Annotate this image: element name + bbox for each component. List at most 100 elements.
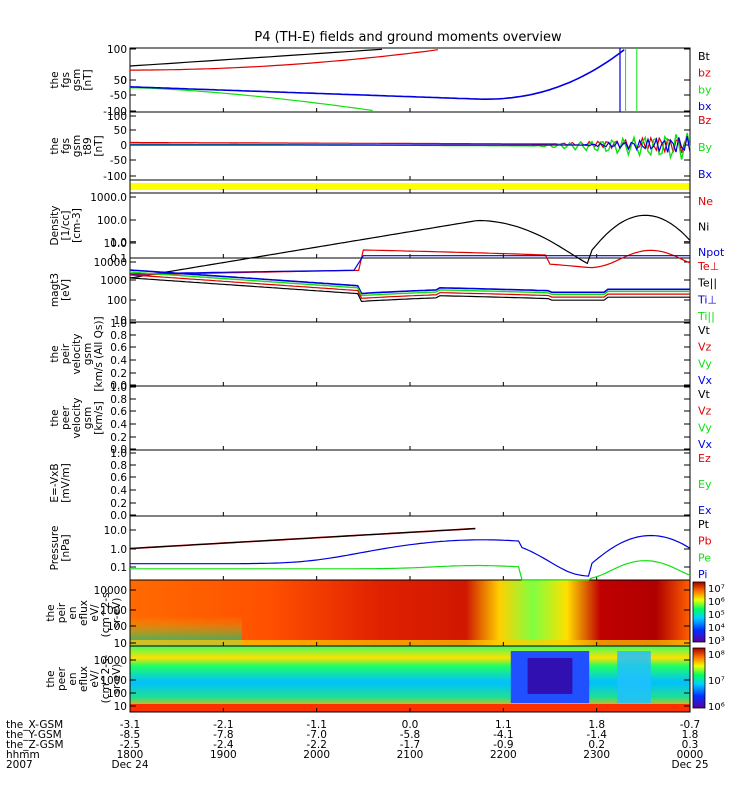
y-tick-label: 50 [114, 75, 127, 87]
y-axis-label: gsm [71, 69, 83, 91]
y-tick-label: 100 [107, 688, 127, 700]
electron-colorbar [692, 647, 706, 709]
y-axis-label: peer [56, 666, 68, 691]
legend-temp-3: Ti|| [697, 310, 715, 323]
y-tick-label: 1.0 [110, 318, 127, 330]
legend-density-2: Npot [698, 246, 725, 259]
y-axis-label: [1/cc] [60, 211, 72, 241]
time-axis-value: -8.5 [120, 729, 141, 741]
colorbar-label: 10⁷ [708, 584, 725, 595]
electron-spectrogram [130, 646, 690, 712]
panel-frame [129, 385, 691, 451]
y-tick-label: 0.8 [110, 460, 127, 472]
time-axis-value: -4.1 [493, 729, 514, 741]
legend-peer_vel-3: Vx [698, 438, 713, 451]
colorbar-label: 10⁶ [708, 597, 725, 608]
y-tick-label: 0.1 [110, 562, 127, 574]
y-tick-label: 1000 [100, 605, 127, 617]
trace-by [129, 87, 373, 112]
panel-fgs_fac: 100 50 0 -50 -100 the fgs gsm t89 [nT] Bz By Bx [49, 111, 713, 183]
y-axis-label: [cm-3] [71, 208, 83, 243]
time-axis-value: -1.7 [400, 739, 421, 751]
y-axis-label: [nT] [93, 135, 105, 156]
y-tick-label: 0.1 [110, 253, 127, 265]
legend-efield-1: Ey [698, 478, 712, 491]
y-axis-label: the [49, 345, 61, 362]
trace-Te-perp [129, 274, 690, 299]
legend-fgs_fac-0: Bz [698, 114, 712, 127]
y-tick-label: 0.0 [110, 510, 127, 522]
trace-Ne [129, 249, 691, 276]
time-axis-row-label: the_Y-GSM [6, 729, 62, 741]
colorbar-label: 10⁸ [708, 650, 725, 661]
legend-peer_vel-2: Vy [698, 421, 712, 434]
time-axis-value: 0000 [677, 749, 704, 761]
time-axis-value: 1.8 [682, 729, 699, 741]
y-axis-label: [nPa] [60, 534, 72, 561]
y-tick-label: 1.0 [110, 544, 127, 556]
y-axis-label: the [49, 71, 61, 88]
time-axis-value: 0.0 [402, 719, 419, 731]
y-axis-label: peir [56, 602, 68, 623]
y-tick-label: 1000 [100, 275, 127, 287]
y-tick-label: 10 [114, 638, 127, 650]
panel-bar [129, 179, 691, 194]
y-axis-label: eflux [78, 600, 90, 626]
y-tick-label: 0.0 [110, 380, 127, 392]
time-axis-value: 2200 [490, 749, 517, 761]
y-tick-label: 10000 [94, 585, 127, 597]
legend-peer_vel-0: Vt [698, 388, 711, 401]
yellow-status-bar [130, 183, 690, 190]
trace-Npot [129, 255, 690, 275]
time-axis-row-label: 2007 [6, 759, 33, 771]
panel-frame [129, 321, 691, 387]
legend-temp-1: Te|| [697, 277, 717, 290]
colorbar-label: 10³ [708, 636, 725, 647]
legend-peir_vel-0: Vt [698, 324, 711, 337]
y-axis-label: [km/s] [93, 401, 105, 435]
y-tick-label: -100 [103, 171, 127, 183]
y-axis-label: peir [60, 343, 72, 364]
y-tick-label: -50 [110, 90, 127, 102]
y-axis-label: the [49, 409, 61, 426]
y-axis-label: gsm [71, 135, 83, 157]
y-tick-label: 0.2 [110, 498, 127, 510]
panel-peir_en: 10000 1000 100 10 the peir en eflux eV/(cm^2-s-s… [45, 579, 725, 650]
colorbar-label: 10⁴ [708, 623, 725, 634]
y-axis-label: fgs [60, 72, 72, 88]
y-tick-label: 0 [120, 75, 127, 87]
trace-Pt [129, 528, 476, 550]
y-tick-label: 1.0 [110, 237, 127, 249]
legend-pressure-1: Pb [698, 535, 712, 548]
y-axis-label: t89 [82, 137, 94, 154]
panel-density: 1000.0 100.0 10.01.0 0.1 Density [1/cc] [cm-3]… [49, 192, 725, 265]
legend-pressure-0: Pt [698, 518, 710, 531]
y-tick-label: 0.2 [110, 432, 127, 444]
legend-temp-2: Ti⊥ [697, 293, 717, 306]
legend-peer_vel-1: Vz [698, 405, 712, 418]
legend-peir_vel-1: Vz [698, 341, 712, 354]
legend-fgs_fac-1: By [698, 141, 713, 154]
y-axis-label: [mV/m] [60, 463, 72, 502]
y-axis-label: sr-eV) [111, 664, 123, 695]
y-axis-label: gsm [82, 407, 94, 429]
y-axis-label: the [49, 137, 61, 154]
electron-spectrogram-hole2 [617, 651, 651, 703]
panel-frame [129, 449, 691, 517]
time-axis-value: 2300 [583, 749, 610, 761]
time-axis-value: 1900 [210, 749, 237, 761]
y-axis-label: eV/ [89, 604, 101, 622]
trace-Bz-fac [130, 134, 691, 154]
figure-title: P4 (TH-E) fields and ground moments over… [254, 30, 562, 45]
y-axis-label: [nT] [82, 69, 94, 90]
time-axis-value: -7.8 [213, 729, 234, 741]
legend-efield-0: Ez [698, 452, 711, 465]
y-axis-label: sr-eV) [111, 598, 123, 629]
y-tick-label: 0.6 [110, 472, 127, 484]
trace-Te-par [129, 277, 690, 303]
y-axis-label: E=-VxB [49, 463, 61, 502]
time-axis-value: -2.5 [120, 739, 141, 751]
colorbar-label: 10⁵ [708, 610, 725, 621]
time-axis-value: 2100 [397, 749, 424, 761]
